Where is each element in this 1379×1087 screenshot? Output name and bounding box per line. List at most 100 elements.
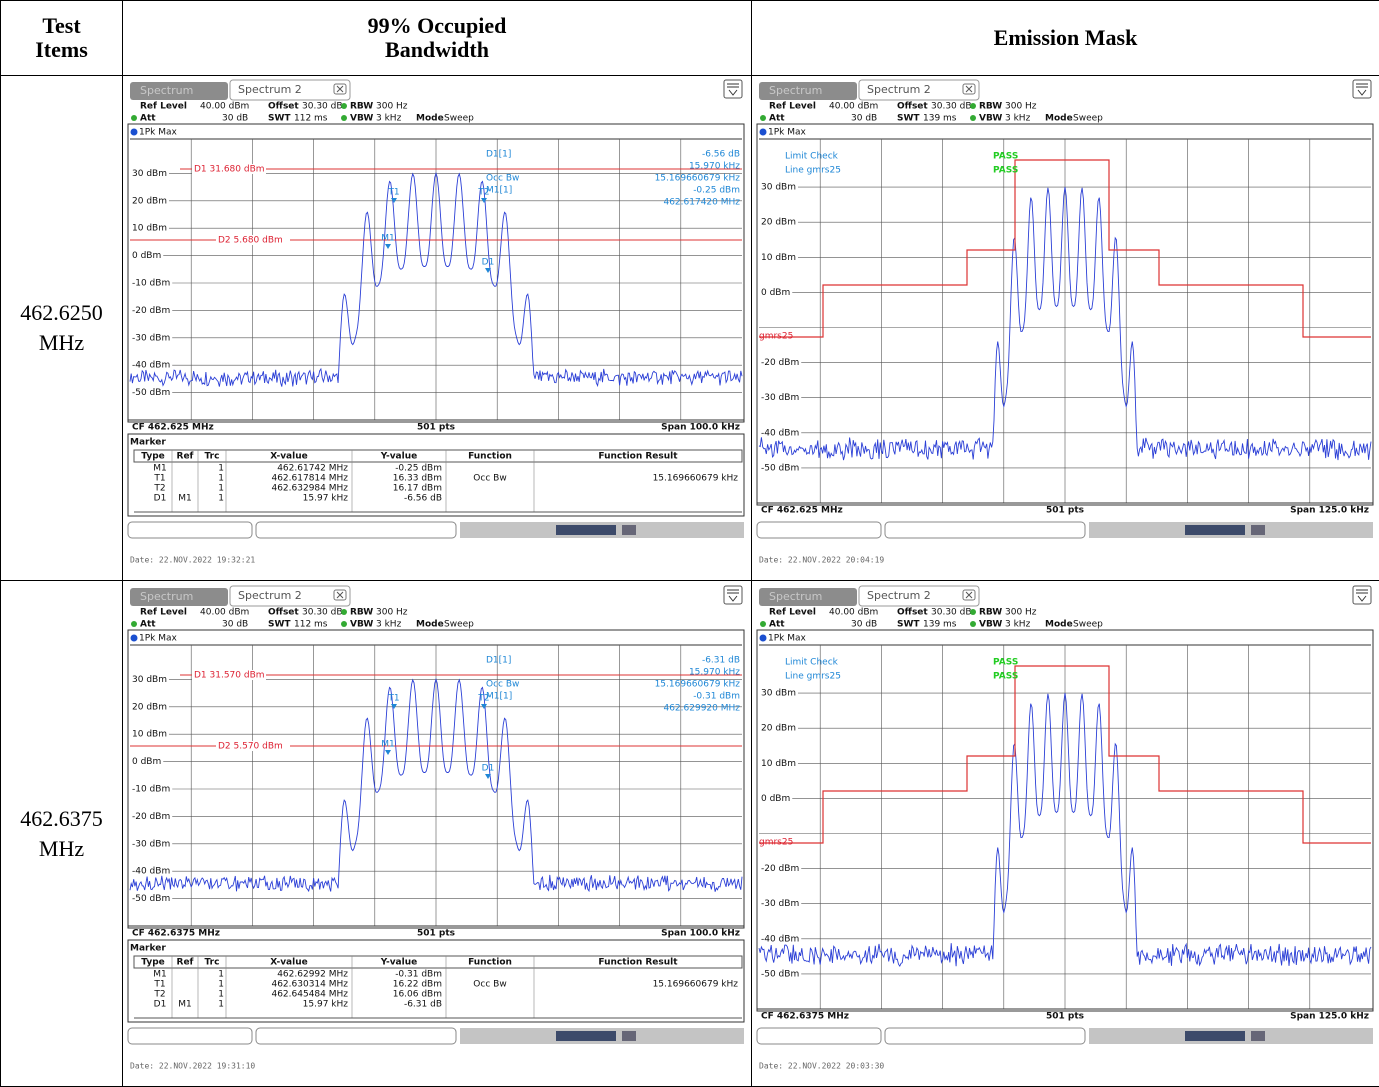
freq: 462.6250 MHz [12,298,112,358]
marker-title: Marker [130,438,166,448]
setting: SWT [268,619,291,629]
tab-label: Spectrum 2 [867,83,931,96]
marker-cell: 1 [218,464,224,474]
y-label: 0 dBm [132,251,161,261]
marker-cell: 1 [218,969,224,979]
marker-label: T1 [387,188,399,198]
footer: 501 pts [1046,1011,1084,1021]
marker-header-cell: Type [141,957,164,967]
row: 462.6250 MHz Spectrum Spectrum 2 Ref Level… [1,76,1379,581]
setting: RBW [350,102,373,112]
marker-header-cell: Ref [177,452,194,462]
status-box [757,522,881,538]
marker-cell: 15.97 kHz [303,999,349,1009]
marker-cell: -6.31 dB [404,999,442,1009]
y-label: -20 dBm [761,358,799,368]
setting: 30.30 dB [931,102,972,112]
header-text: 99% Occupied Bandwidth [342,14,532,62]
trace-label: 1Pk Max [768,633,807,643]
marker-title: Marker [130,943,166,953]
status-dot [970,103,976,109]
y-label: -50 dBm [132,894,170,904]
setting: Ref Level [140,607,187,617]
marker-readout: D1[1] [486,150,511,160]
setting: Att [140,619,156,629]
marker-cell: T2 [153,484,165,494]
marker-header-cell: Type [141,452,164,462]
header-text: Emission Mask [994,25,1138,50]
y-label: 20 dBm [132,702,167,712]
setting: 40.00 dBm [200,102,249,112]
status-dot [760,115,766,121]
setting: Ref Level [769,102,816,112]
marker-readout: -6.56 dB [702,150,740,160]
setting: Sweep [444,114,474,124]
setting: SWT [897,114,920,124]
limit-check: PASS [993,657,1018,667]
marker-cell: T1 [153,979,165,989]
setting: 30 dB [222,619,248,629]
y-label: 20 dBm [761,218,796,228]
status-dot [970,609,976,615]
setting: VBW [979,114,1002,124]
setting: 40.00 dBm [829,102,878,112]
marker-readout: 15.970 kHz [689,667,740,677]
marker-label: M1 [381,234,395,244]
setting: 3 kHz [376,619,402,629]
setting: Ref Level [769,607,816,617]
marker-readout: -6.31 dB [702,655,740,665]
tab-label: Spectrum [140,84,193,97]
setting: 40.00 dBm [829,607,878,617]
footer: Span 100.0 kHz [661,423,740,433]
setting: VBW [350,619,373,629]
date: Date: 22.NOV.2022 19:31:10 [130,1061,255,1070]
limit-check: PASS [993,152,1018,162]
marker-cell: M1 [153,464,167,474]
marker-cell: M1 [153,969,167,979]
progress-icon [622,525,636,535]
status-dot [970,621,976,627]
limit-check: PASS [993,166,1018,176]
marker-header-cell: Function [468,957,512,967]
y-label: 10 dBm [761,758,796,768]
date: Date: 22.NOV.2022 20:04:19 [759,556,884,565]
freq-cell: 462.6250 MHz [1,76,123,581]
y-label: 0 dBm [132,757,161,767]
marker-cell: M1 [178,999,192,1009]
tab-label: Spectrum [769,590,822,603]
date: Date: 22.NOV.2022 20:03:30 [759,1061,884,1070]
y-label: -50 dBm [761,463,799,473]
setting: Att [769,619,785,629]
marker-cell: 1 [218,989,224,999]
y-label: -30 dBm [132,333,170,343]
marker-cell: 16.17 dBm [393,484,442,494]
y-label: -30 dBm [761,899,799,909]
marker-cell: 462.617814 MHz [271,474,348,484]
setting: Att [140,114,156,124]
limit-line-label: gmrs25 [759,837,793,847]
marker-readout: Occ Bw [486,679,519,689]
marker-cell: 16.33 dBm [393,474,442,484]
marker-cell: -0.25 dBm [395,464,442,474]
header-cell: Emission Mask [752,1,1379,76]
marker-cell: D1 [154,999,167,1009]
tab-label: Spectrum 2 [867,589,931,602]
setting: 30 dB [222,114,248,124]
setting: Ref Level [140,102,187,112]
marker-header-cell: Trc [205,957,220,967]
line-label: D2 5.680 dBm [218,236,283,246]
footer: CF 462.6375 MHz [132,928,220,938]
status-dot [760,621,766,627]
progress-icon [622,1031,636,1041]
y-label: 30 dBm [132,674,167,684]
tab-label: Spectrum [769,84,822,97]
y-label: 20 dBm [761,723,796,733]
setting: RBW [979,102,1002,112]
y-label: 10 dBm [132,224,167,234]
marker-cell: 15.97 kHz [303,494,349,504]
setting: 3 kHz [1005,619,1031,629]
